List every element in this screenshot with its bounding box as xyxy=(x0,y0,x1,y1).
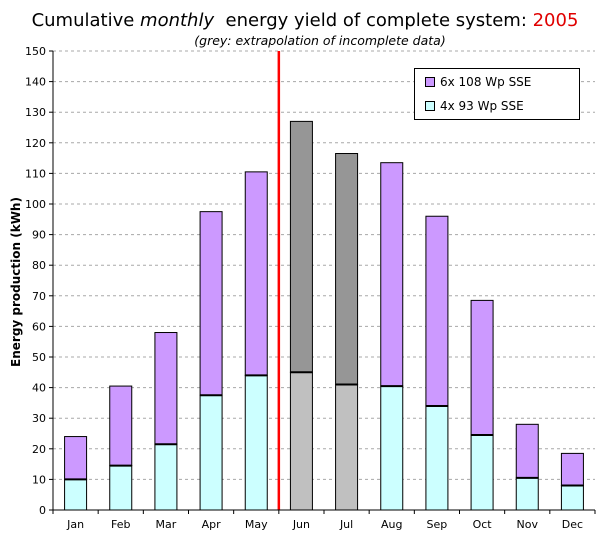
x-tick-label-feb: Feb xyxy=(111,518,130,531)
bar-dec-6x108 xyxy=(560,452,584,487)
x-tick-label-oct: Oct xyxy=(473,518,493,531)
title-year: 2005 xyxy=(532,10,579,31)
bar-oct-6x108 xyxy=(470,299,494,436)
y-tick-label: 20 xyxy=(32,443,46,456)
x-tick-label-nov: Nov xyxy=(517,518,539,531)
bar-apr-4x93 xyxy=(199,394,223,511)
bar-aug-4x93 xyxy=(380,385,404,511)
y-tick-label: 110 xyxy=(25,167,46,180)
bar-nov-6x108 xyxy=(515,423,539,479)
bar-sep-6x108 xyxy=(425,215,449,407)
bar-dec-4x93 xyxy=(560,485,584,511)
y-axis-label: Energy production (kWh) xyxy=(9,197,23,367)
title-suffix: energy yield of complete system: xyxy=(214,10,533,31)
legend-label-6x108: 6x 108 Wp SSE xyxy=(440,75,532,89)
y-tick-label: 60 xyxy=(32,320,46,333)
bar-nov-4x93 xyxy=(515,477,539,511)
x-tick-label-jul: Jul xyxy=(339,518,353,531)
legend-swatch-6x108 xyxy=(425,76,435,87)
x-tick-label-mar: Mar xyxy=(156,518,177,531)
bar-feb-4x93 xyxy=(109,465,133,511)
bar-jan-6x108 xyxy=(64,436,88,480)
title-emphasis: monthly xyxy=(140,10,215,31)
y-tick-label: 0 xyxy=(39,504,46,517)
bar-jan-4x93 xyxy=(64,478,88,511)
y-tick-label: 150 xyxy=(25,45,46,58)
bar-feb-6x108 xyxy=(109,385,133,467)
bar-sep-4x93 xyxy=(425,405,449,511)
y-tick-label: 90 xyxy=(32,229,46,242)
bar-mar-6x108 xyxy=(154,332,178,445)
legend-item-4x93: 4x 93 Wp SSE xyxy=(425,99,524,113)
bar-jul-4x93 xyxy=(335,384,359,511)
bar-apr-6x108 xyxy=(199,211,223,396)
y-tick-label: 40 xyxy=(32,382,46,395)
bar-may-6x108 xyxy=(244,171,268,376)
bar-mar-4x93 xyxy=(154,443,178,511)
bar-jul-6x108 xyxy=(335,153,359,386)
legend-label-4x93: 4x 93 Wp SSE xyxy=(440,99,524,113)
chart-subtitle: (grey: extrapolation of incomplete data) xyxy=(194,33,446,48)
bar-may-4x93 xyxy=(244,374,268,511)
bar-oct-4x93 xyxy=(470,434,494,511)
x-tick-label-apr: Apr xyxy=(202,518,222,531)
x-tick-label-aug: Aug xyxy=(381,518,402,531)
legend-item-6x108: 6x 108 Wp SSE xyxy=(425,75,531,89)
y-tick-label: 50 xyxy=(32,351,46,364)
y-tick-label: 130 xyxy=(25,106,46,119)
y-tick-label: 140 xyxy=(25,76,46,89)
y-tick-label: 80 xyxy=(32,259,46,272)
legend-swatch-4x93 xyxy=(425,100,435,111)
bar-jun-4x93 xyxy=(289,371,313,511)
title-prefix: Cumulative xyxy=(31,10,141,31)
bar-jun-6x108 xyxy=(289,120,313,373)
x-tick-label-may: May xyxy=(245,518,268,531)
y-tick-label: 10 xyxy=(32,473,46,486)
x-tick-label-sep: Sep xyxy=(427,518,448,531)
chart-legend: 6x 108 Wp SSE 4x 93 Wp SSE xyxy=(414,68,580,120)
x-tick-label-dec: Dec xyxy=(562,518,583,531)
bar-aug-6x108 xyxy=(380,162,404,387)
x-tick-label-jun: Jun xyxy=(292,518,310,531)
y-tick-label: 100 xyxy=(25,198,46,211)
y-tick-label: 30 xyxy=(32,412,46,425)
y-tick-label: 70 xyxy=(32,290,46,303)
y-tick-label: 120 xyxy=(25,137,46,150)
x-tick-label-jan: Jan xyxy=(66,518,84,531)
chart-title: Cumulative monthly energy yield of compl… xyxy=(0,10,610,31)
